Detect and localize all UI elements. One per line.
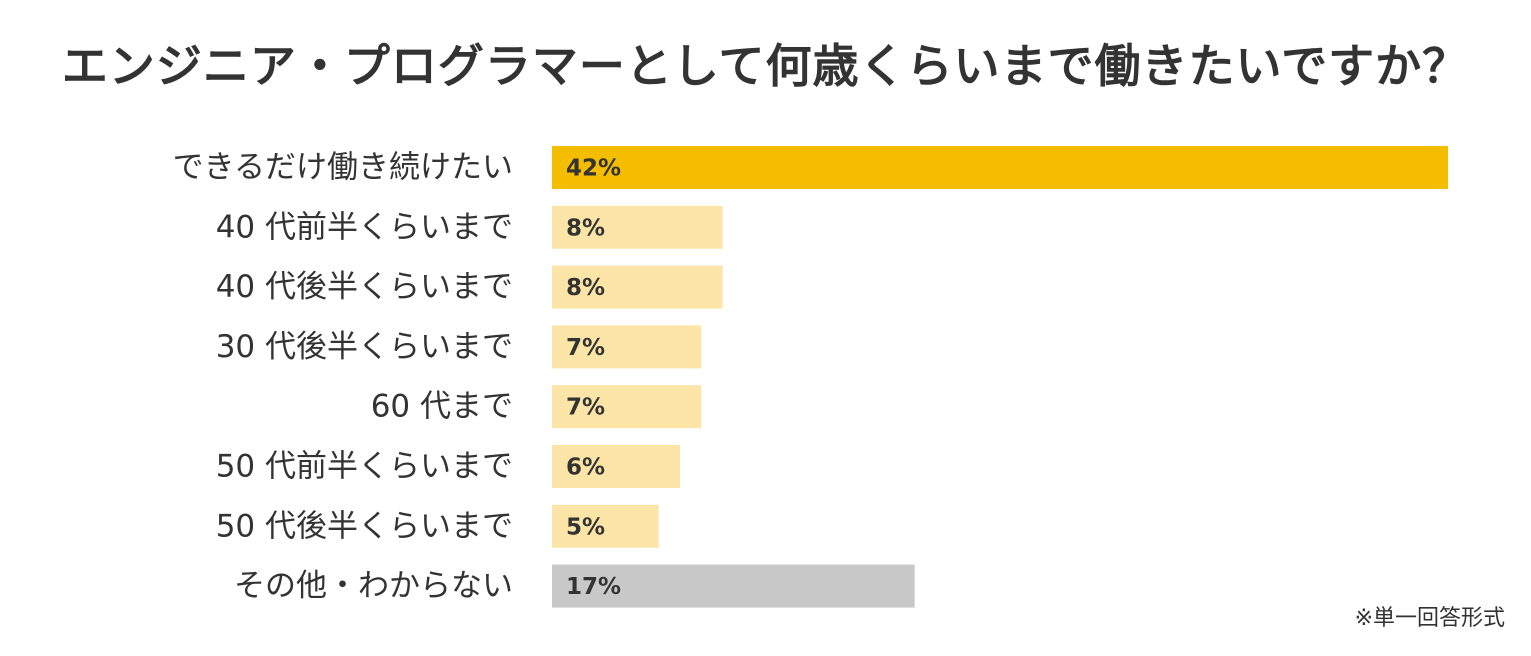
category-label: 40 代前半くらいまで xyxy=(216,209,513,245)
value-label: 6% xyxy=(566,455,605,481)
category-label: 50 代前半くらいまで xyxy=(216,449,513,485)
value-label: 42% xyxy=(566,156,621,182)
bar xyxy=(552,385,702,429)
bar xyxy=(552,445,680,488)
chart-title: エンジニア・プログラマーとして何歳くらいまで働きたいですか？ xyxy=(61,39,1470,93)
value-label: 8% xyxy=(566,275,605,301)
value-label: 8% xyxy=(566,215,605,241)
value-label: 5% xyxy=(566,514,605,540)
bar xyxy=(552,205,723,249)
bars-group: できるだけ働き続けたい 42% 40 代前半くらいまで 8% 40 代後半くらいまで 8%… xyxy=(173,146,1448,608)
bar xyxy=(552,325,702,369)
category-label: 40 代後半くらいまで xyxy=(216,269,513,305)
value-label: 7% xyxy=(566,395,605,421)
category-label: 60 代まで xyxy=(371,389,513,425)
value-label: 17% xyxy=(566,574,621,600)
category-label: できるだけ働き続けたい xyxy=(173,150,513,186)
category-label: 30 代後半くらいまで xyxy=(216,329,513,365)
category-label: その他・わからない xyxy=(234,568,513,604)
bar xyxy=(552,265,723,309)
bar xyxy=(552,564,915,608)
bar xyxy=(552,504,659,548)
footnote: ※単一回答形式 xyxy=(1354,606,1505,631)
value-label: 7% xyxy=(566,335,605,361)
bar xyxy=(552,146,1448,189)
category-label: 50 代後半くらいまで xyxy=(216,508,513,544)
